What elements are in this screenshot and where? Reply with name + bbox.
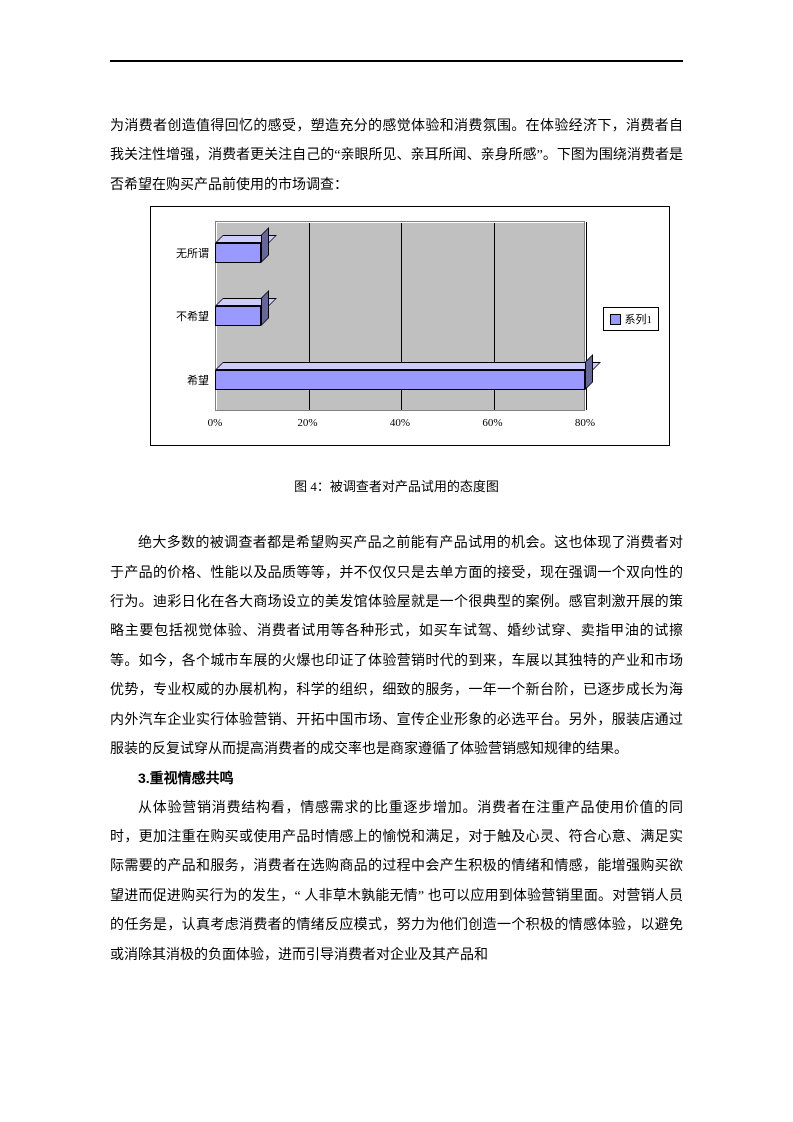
legend-swatch: [610, 314, 621, 325]
x-tick-label: 0%: [208, 417, 223, 429]
y-tick-label: 不希望: [151, 308, 209, 324]
body-paragraph-2: 从体验营销消费结构看，情感需求的比重逐步增加。消费者在注重产品使用价值的同时，更…: [110, 794, 683, 970]
y-tick-label: 无所谓: [151, 245, 209, 261]
x-tick-label: 60%: [482, 417, 502, 429]
page: 为消费者创造值得回忆的感受，塑造充分的感觉体验和消费氛围。在体验经济下，消费者自…: [0, 0, 793, 1030]
bar: [215, 370, 585, 390]
legend-label: 系列1: [625, 311, 653, 327]
intro-paragraph: 为消费者创造值得回忆的感受，塑造充分的感觉体验和消费氛围。在体验经济下，消费者自…: [110, 112, 683, 200]
chart-caption: 图 4：被调查者对产品试用的态度图: [110, 476, 683, 495]
attitude-chart: 系列1 0% 20% 40% 60% 80% 无所谓不希望希望: [150, 206, 670, 446]
chart-legend: 系列1: [603, 307, 660, 331]
bar: [215, 306, 261, 326]
body-paragraph-1: 绝大多数的被调查者都是希望购买产品之前能有产品试用的机会。这也体现了消费者对于产…: [110, 529, 683, 764]
x-tick-label: 80%: [575, 417, 595, 429]
x-tick-label: 40%: [390, 417, 410, 429]
bar: [215, 243, 261, 263]
x-tick-label: 20%: [297, 417, 317, 429]
top-rule: [110, 60, 683, 62]
section-heading: 3.重视情感共鸣: [110, 764, 683, 793]
y-tick-label: 希望: [151, 372, 209, 388]
